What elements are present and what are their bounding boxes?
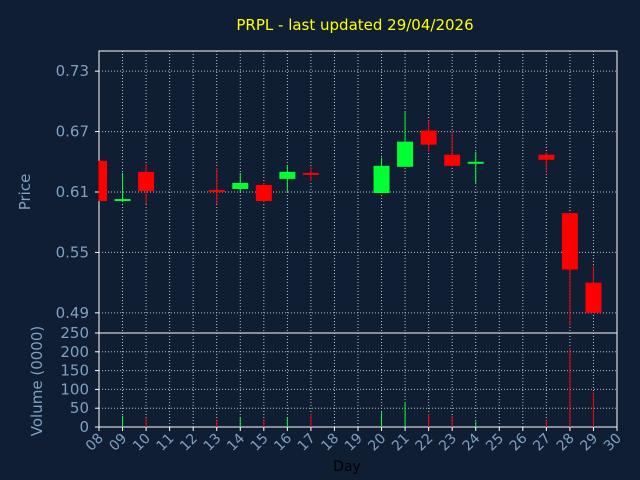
x-axis-label: Day <box>333 459 361 475</box>
price-y-ticks: 0.73 0.67 0.61 0.55 0.49 <box>56 62 99 322</box>
x-tick-label: 28 <box>554 431 578 455</box>
x-tick-label: 29 <box>577 431 601 455</box>
volume-y-tick-label: 200 <box>60 343 89 361</box>
candle-body <box>99 160 107 202</box>
x-tick-label: 13 <box>201 431 225 455</box>
candle-body <box>444 154 461 166</box>
x-tick-label: 18 <box>318 431 342 455</box>
price-y-tick-label: 0.49 <box>56 304 89 322</box>
price-axis-label: Price <box>16 174 34 211</box>
candle-body <box>373 165 390 194</box>
x-tick-label: 11 <box>154 431 178 455</box>
x-tick-label: 09 <box>106 431 130 455</box>
x-tick-label: 12 <box>177 431 201 455</box>
x-tick-label: 15 <box>248 431 272 455</box>
candle-body <box>302 172 319 175</box>
price-panel: 0.73 0.67 0.61 0.55 0.49 Price <box>16 50 618 334</box>
candle-body <box>585 282 602 313</box>
x-tick-label: 14 <box>224 430 248 454</box>
candle-body <box>114 199 131 202</box>
x-tick-label: 30 <box>601 431 625 455</box>
candle-body <box>208 189 225 192</box>
candle-body <box>420 130 437 145</box>
candle-body <box>467 161 484 164</box>
x-tick-label: 27 <box>530 431 554 455</box>
x-tick-label: 23 <box>436 431 460 455</box>
candle-body <box>279 171 296 179</box>
price-y-tick-label: 0.61 <box>56 183 89 201</box>
x-tick-label: 10 <box>130 431 154 455</box>
price-y-tick-label: 0.67 <box>56 123 89 141</box>
candle-body <box>538 154 555 160</box>
volume-y-tick-label: 50 <box>70 399 89 417</box>
candle-body <box>561 213 578 270</box>
price-y-tick-label: 0.55 <box>56 243 89 261</box>
candle-body <box>255 184 272 202</box>
volume-y-tick-label: 250 <box>60 324 89 342</box>
volume-y-tick-label: 150 <box>60 362 89 380</box>
volume-plot-frame <box>98 332 618 428</box>
volume-y-tick-label: 100 <box>60 380 89 398</box>
candles <box>98 111 602 326</box>
volume-axis-label: Volume (0000) <box>28 326 46 436</box>
x-tick-label: 25 <box>483 431 507 455</box>
candle-body <box>232 182 249 189</box>
price-gridlines <box>99 51 617 333</box>
volume-y-tick-label: 0 <box>79 418 89 436</box>
x-axis-ticks: 08 09 10 11 12 13 14 15 16 17 18 19 20 21 22 23 24 25 26 27… <box>83 427 625 454</box>
chart-title: PRPL - last updated 29/04/2026 <box>236 16 473 34</box>
x-tick-label: 24 <box>460 430 484 454</box>
candle-body <box>138 171 155 191</box>
volume-gridlines <box>99 333 617 427</box>
candle-body <box>397 141 414 167</box>
x-tick-label: 17 <box>295 431 319 455</box>
x-tick-label: 16 <box>271 430 295 454</box>
x-tick-label: 26 <box>507 430 531 454</box>
price-y-tick-label: 0.73 <box>56 62 89 80</box>
x-tick-label: 20 <box>365 431 389 455</box>
volume-bars <box>122 348 594 427</box>
x-tick-label: 21 <box>389 431 413 455</box>
x-tick-label: 22 <box>413 431 437 455</box>
x-tick-label: 19 <box>342 431 366 455</box>
